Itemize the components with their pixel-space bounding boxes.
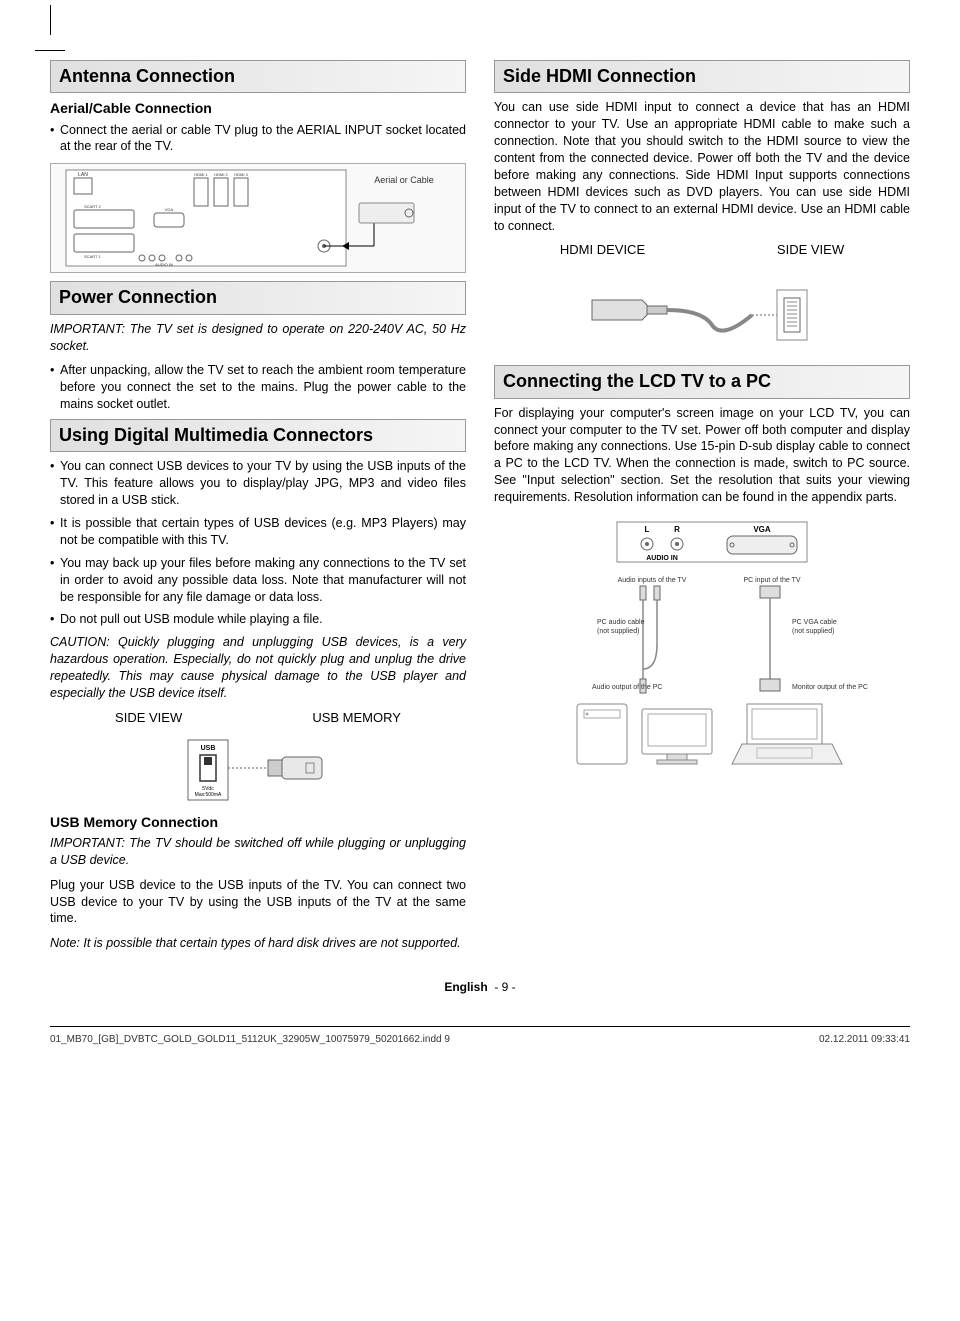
pc-text: For displaying your computer's screen im… <box>494 405 910 506</box>
usb-memory-important: IMPORTANT: The TV should be switched off… <box>50 835 466 869</box>
svg-text:LAN: LAN <box>78 172 88 178</box>
svg-text:AUDIO IN: AUDIO IN <box>646 555 678 562</box>
svg-text:AUDIO IN: AUDIO IN <box>155 262 173 267</box>
diagram-pc: L R AUDIO IN VGA Audio inputs of the TV … <box>494 514 910 774</box>
subheading-aerial: Aerial/Cable Connection <box>50 99 466 117</box>
usb-memory-note: Note: It is possible that certain types … <box>50 935 466 952</box>
bullet-aerial: Connect the aerial or cable TV plug to t… <box>50 122 466 156</box>
page-content: Antenna Connection Aerial/Cable Connecti… <box>50 60 910 960</box>
usb-bullets: You can connect USB devices to your TV b… <box>50 458 466 628</box>
svg-text:Audio inputs of the TV: Audio inputs of the TV <box>618 577 687 584</box>
svg-text:Monitor output of the PC: Monitor output of the PC <box>792 684 868 691</box>
footer-page: - 9 - <box>494 980 515 994</box>
heading-power: Power Connection <box>50 281 466 314</box>
svg-text:USB: USB <box>201 745 216 752</box>
heading-antenna: Antenna Connection <box>50 60 466 93</box>
usb-caution: CAUTION: Quickly plugging and unplugging… <box>50 634 466 702</box>
svg-text:HDMI 2: HDMI 2 <box>214 172 228 177</box>
svg-text:VGA: VGA <box>753 525 771 534</box>
label-hdmi-side-view: SIDE VIEW <box>777 242 844 259</box>
subheading-usb-memory: USB Memory Connection <box>50 813 466 831</box>
page-footer: English - 9 - <box>50 980 910 996</box>
svg-text:Aerial or Cable: Aerial or Cable <box>374 175 434 185</box>
svg-text:VGA: VGA <box>165 207 174 212</box>
imprint-date: 02.12.2011 09:33:41 <box>819 1033 910 1046</box>
side-hdmi-text: You can use side HDMI input to connect a… <box>494 99 910 234</box>
usb-bullet-2: It is possible that certain types of USB… <box>50 515 466 549</box>
imprint-file: 01_MB70_[GB]_DVBTC_GOLD_GOLD11_5112UK_32… <box>50 1033 450 1046</box>
usb-bullet-3: You may back up your files before making… <box>50 555 466 606</box>
label-hdmi-device: HDMI DEVICE <box>560 242 645 259</box>
usb-memory-text: Plug your USB device to the USB inputs o… <box>50 877 466 928</box>
footer-lang: English <box>444 980 487 994</box>
power-important: IMPORTANT: The TV set is designed to ope… <box>50 321 466 355</box>
heading-usb-connectors: Using Digital Multimedia Connectors <box>50 419 466 452</box>
svg-text:HDMI 3: HDMI 3 <box>234 172 248 177</box>
right-column: Side HDMI Connection You can use side HD… <box>494 60 910 960</box>
heading-side-hdmi: Side HDMI Connection <box>494 60 910 93</box>
svg-text:SCART 1: SCART 1 <box>84 254 102 259</box>
svg-text:PC audio cable: PC audio cable <box>597 619 645 626</box>
svg-text:(not supplied): (not supplied) <box>597 628 639 635</box>
bullet-power: After unpacking, allow the TV set to rea… <box>50 362 466 413</box>
svg-text:L: L <box>645 525 650 534</box>
usb-bullet-1: You can connect USB devices to your TV b… <box>50 458 466 509</box>
hdmi-diagram-labels: HDMI DEVICE SIDE VIEW <box>494 242 910 259</box>
diagram-hdmi <box>494 267 910 357</box>
svg-text:R: R <box>674 525 680 534</box>
svg-text:HDMI 1: HDMI 1 <box>194 172 208 177</box>
heading-pc: Connecting the LCD TV to a PC <box>494 365 910 398</box>
imprint-line: 01_MB70_[GB]_DVBTC_GOLD_GOLD11_5112UK_32… <box>50 1026 910 1046</box>
svg-text:SCART 2: SCART 2 <box>84 204 102 209</box>
usb-bullet-4: Do not pull out USB module while playing… <box>50 611 466 628</box>
svg-text:PC input of the TV: PC input of the TV <box>743 577 800 584</box>
svg-text:(not supplied): (not supplied) <box>792 628 834 635</box>
svg-text:Max:500mA: Max:500mA <box>195 792 222 798</box>
diagram-usb: USB 5Vdc Max:500mA <box>158 735 358 805</box>
diagram-rear-panel: LAN HDMI 1 HDMI 2 HDMI 3 SCART 2 SCART 1… <box>50 163 466 273</box>
label-side-view: SIDE VIEW <box>115 710 182 727</box>
label-usb-memory: USB MEMORY <box>312 710 401 727</box>
usb-diagram-labels: SIDE VIEW USB MEMORY <box>50 710 466 727</box>
left-column: Antenna Connection Aerial/Cable Connecti… <box>50 60 466 960</box>
svg-text:Audio output of the PC: Audio output of the PC <box>592 684 662 691</box>
svg-text:PC VGA cable: PC VGA cable <box>792 619 837 626</box>
